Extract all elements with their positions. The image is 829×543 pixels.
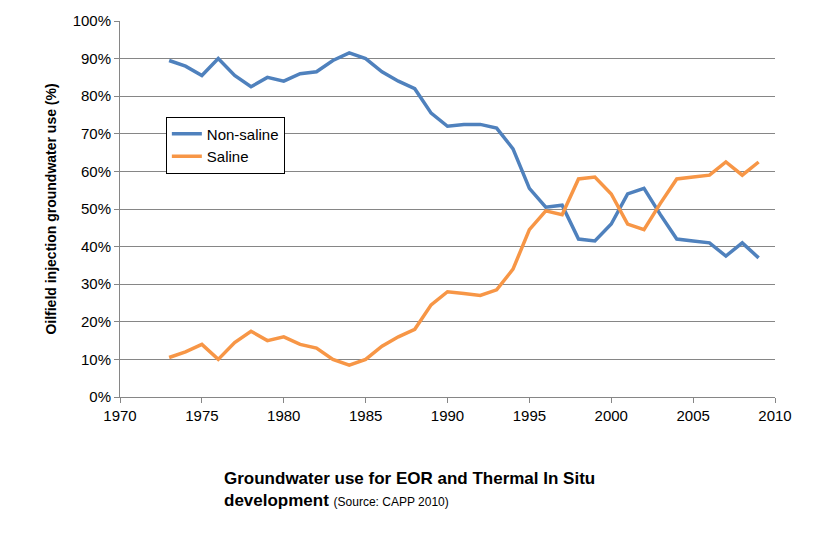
svg-text:10%: 10% [81,351,111,368]
svg-text:40%: 40% [81,238,111,255]
svg-text:1985: 1985 [349,407,382,424]
svg-text:Oilfield injection groundwater: Oilfield injection groundwater use (%) [43,83,59,334]
svg-text:2000: 2000 [595,407,628,424]
svg-text:60%: 60% [81,163,111,180]
svg-text:70%: 70% [81,125,111,142]
svg-text:100%: 100% [73,12,111,29]
svg-text:1995: 1995 [513,407,546,424]
svg-text:50%: 50% [81,200,111,217]
svg-text:80%: 80% [81,87,111,104]
svg-text:Saline: Saline [207,148,249,165]
svg-text:0%: 0% [89,388,111,405]
svg-text:1970: 1970 [103,407,136,424]
svg-text:90%: 90% [81,50,111,67]
svg-text:1975: 1975 [185,407,218,424]
svg-text:30%: 30% [81,275,111,292]
svg-text:1990: 1990 [431,407,464,424]
svg-text:Groundwater use for EOR and Th: Groundwater use for EOR and Thermal In S… [224,469,595,510]
svg-text:1980: 1980 [267,407,300,424]
svg-text:Non-saline: Non-saline [207,126,279,143]
svg-text:2010: 2010 [758,407,791,424]
svg-text:2005: 2005 [676,407,709,424]
svg-text:20%: 20% [81,313,111,330]
